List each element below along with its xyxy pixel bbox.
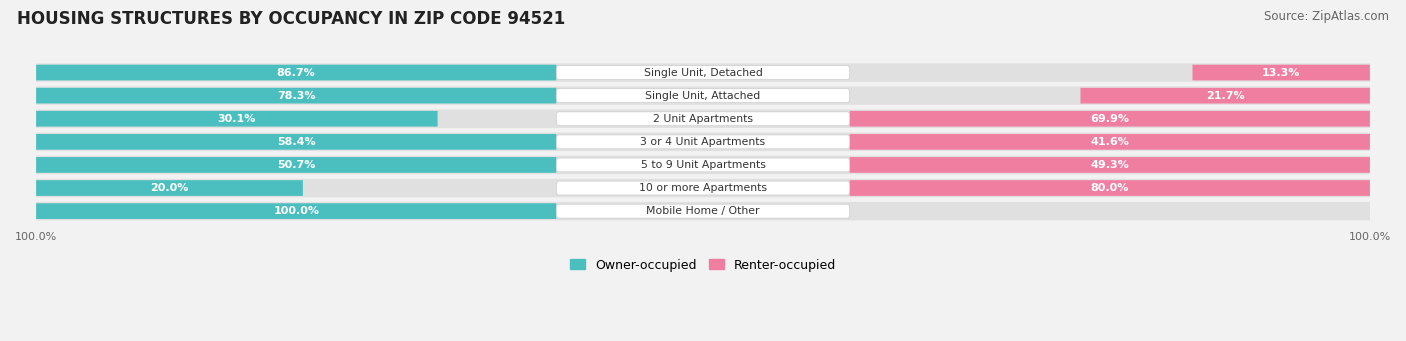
FancyBboxPatch shape: [849, 180, 1369, 196]
FancyBboxPatch shape: [557, 181, 849, 195]
Text: HOUSING STRUCTURES BY OCCUPANCY IN ZIP CODE 94521: HOUSING STRUCTURES BY OCCUPANCY IN ZIP C…: [17, 10, 565, 28]
FancyBboxPatch shape: [557, 135, 849, 149]
FancyBboxPatch shape: [37, 157, 557, 173]
Text: 69.9%: 69.9%: [1090, 114, 1129, 124]
Text: 80.0%: 80.0%: [1091, 183, 1129, 193]
FancyBboxPatch shape: [37, 88, 557, 104]
FancyBboxPatch shape: [22, 63, 1384, 82]
Text: 13.3%: 13.3%: [1263, 68, 1301, 77]
FancyBboxPatch shape: [22, 156, 1384, 174]
FancyBboxPatch shape: [37, 134, 557, 150]
Text: Source: ZipAtlas.com: Source: ZipAtlas.com: [1264, 10, 1389, 23]
Text: Single Unit, Detached: Single Unit, Detached: [644, 68, 762, 77]
Text: 5 to 9 Unit Apartments: 5 to 9 Unit Apartments: [641, 160, 765, 170]
FancyBboxPatch shape: [557, 65, 849, 79]
Text: 21.7%: 21.7%: [1206, 91, 1244, 101]
Text: 30.1%: 30.1%: [218, 114, 256, 124]
FancyBboxPatch shape: [37, 203, 557, 219]
Text: 100.0%: 100.0%: [273, 206, 319, 216]
FancyBboxPatch shape: [22, 179, 1384, 197]
FancyBboxPatch shape: [37, 65, 557, 80]
Text: 10 or more Apartments: 10 or more Apartments: [638, 183, 768, 193]
Text: 86.7%: 86.7%: [277, 68, 315, 77]
Text: 20.0%: 20.0%: [150, 183, 188, 193]
Text: Mobile Home / Other: Mobile Home / Other: [647, 206, 759, 216]
FancyBboxPatch shape: [849, 134, 1369, 150]
FancyBboxPatch shape: [849, 157, 1369, 173]
FancyBboxPatch shape: [1192, 65, 1369, 80]
FancyBboxPatch shape: [557, 112, 849, 126]
FancyBboxPatch shape: [22, 86, 1384, 105]
FancyBboxPatch shape: [557, 158, 849, 172]
Text: Single Unit, Attached: Single Unit, Attached: [645, 91, 761, 101]
FancyBboxPatch shape: [22, 202, 1384, 220]
Legend: Owner-occupied, Renter-occupied: Owner-occupied, Renter-occupied: [565, 253, 841, 277]
Text: 50.7%: 50.7%: [277, 160, 315, 170]
FancyBboxPatch shape: [22, 109, 1384, 128]
Text: 41.6%: 41.6%: [1091, 137, 1129, 147]
FancyBboxPatch shape: [1080, 88, 1369, 104]
FancyBboxPatch shape: [37, 180, 302, 196]
Text: 3 or 4 Unit Apartments: 3 or 4 Unit Apartments: [641, 137, 765, 147]
Text: 58.4%: 58.4%: [277, 137, 315, 147]
Text: 49.3%: 49.3%: [1091, 160, 1129, 170]
Text: 78.3%: 78.3%: [277, 91, 315, 101]
FancyBboxPatch shape: [22, 133, 1384, 151]
FancyBboxPatch shape: [557, 204, 849, 218]
Text: 2 Unit Apartments: 2 Unit Apartments: [652, 114, 754, 124]
FancyBboxPatch shape: [849, 111, 1369, 127]
FancyBboxPatch shape: [557, 89, 849, 103]
FancyBboxPatch shape: [37, 111, 437, 127]
